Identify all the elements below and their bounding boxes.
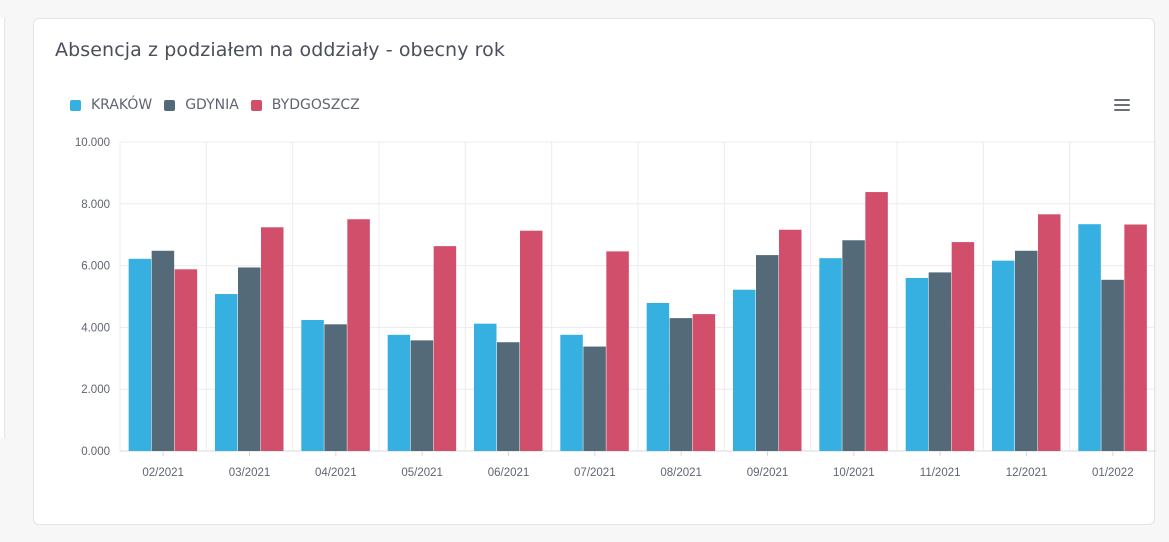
bar-bydgoszcz (779, 229, 802, 451)
bar-chart: 0.000 2.000 4.000 6.000 8.000 10.000 02/2021 03… (75, 137, 1156, 479)
bar-gdynia (669, 318, 693, 451)
bar-bydgoszcz (606, 251, 629, 451)
y-tick-label: 6.000 (81, 261, 110, 273)
legend-swatch-bydgoszcz (250, 99, 262, 111)
y-tick-label: 4.000 (81, 322, 110, 334)
legend-item-krakow[interactable]: KRAKÓW (70, 97, 152, 113)
x-tick-label: 07/2021 (574, 467, 616, 479)
bar-gdynia (756, 255, 779, 451)
bar-gdynia (324, 324, 347, 451)
legend-swatch-gdynia (164, 99, 176, 111)
x-tick-label: 11/2021 (920, 467, 961, 479)
x-tick-label: 02/2021 (142, 467, 184, 479)
legend-label-gdynia: GDYNIA (185, 97, 239, 113)
legend-label-krakow: KRAKÓW (91, 97, 153, 113)
bar-krakw (301, 319, 324, 451)
bar-krakw (474, 323, 497, 451)
bar-krakw (128, 258, 152, 451)
bar-bydgoszcz (433, 246, 457, 451)
bar-bydgoszcz (347, 219, 370, 451)
legend-label-bydgoszcz: BYDGOSZCZ (271, 97, 360, 113)
chart-legend: KRAKÓW GDYNIA BYDGOSZCZ (70, 97, 372, 113)
bar-gdynia (1101, 279, 1124, 451)
x-tick-label: 08/2021 (660, 467, 702, 479)
bar-bydgoszcz (951, 242, 975, 451)
x-tick-label: 09/2021 (747, 467, 789, 479)
bar-bydgoszcz (1038, 214, 1061, 451)
legend-swatch-krakow (70, 99, 81, 111)
bar-krakw (733, 289, 756, 451)
x-tick-label: 12/2021 (1006, 467, 1048, 479)
legend-item-gdynia[interactable]: GDYNIA (164, 97, 239, 113)
bar-krakw (215, 294, 238, 451)
bar-krakw (387, 334, 411, 451)
bar-gdynia (583, 346, 606, 451)
bar-gdynia (842, 240, 865, 451)
bar-gdynia (238, 267, 261, 451)
bar-gdynia (1015, 250, 1038, 451)
bar-bydgoszcz (692, 314, 716, 451)
bar-krakw (905, 277, 929, 451)
y-tick-label: 0.000 (81, 446, 110, 458)
hamburger-menu-icon[interactable] (1114, 99, 1130, 111)
bar-gdynia (497, 342, 520, 451)
y-tick-label: 2.000 (81, 384, 110, 396)
bar-krakw (560, 334, 583, 451)
background-panel-edge (0, 18, 5, 438)
bar-bydgoszcz (261, 227, 284, 451)
bar-bydgoszcz (1124, 224, 1147, 451)
x-tick-label: 06/2021 (488, 467, 530, 479)
bar-krakw (646, 302, 670, 451)
x-tick-label: 05/2021 (401, 467, 443, 479)
bar-krakw (819, 258, 842, 451)
bar-gdynia (151, 250, 175, 451)
x-tick-label: 04/2021 (315, 467, 357, 479)
chart-card: Absencja z podziałem na oddziały - obecn… (33, 18, 1156, 525)
bar-krakw (1078, 224, 1101, 451)
x-tick-label: 03/2021 (229, 467, 271, 479)
bar-gdynia (928, 272, 952, 451)
legend-item-bydgoszcz[interactable]: BYDGOSZCZ (250, 97, 360, 113)
x-tick-label: 01/2022 (1092, 467, 1134, 479)
bar-krakw (992, 260, 1015, 451)
y-tick-label: 10.000 (75, 137, 110, 149)
bar-bydgoszcz (174, 269, 198, 451)
chart-title: Absencja z podziałem na oddziały - obecn… (55, 39, 505, 61)
bar-bydgoszcz (865, 192, 888, 452)
y-tick-label: 8.000 (81, 199, 110, 211)
bar-gdynia (410, 340, 434, 451)
bar-bydgoszcz (520, 230, 543, 451)
x-tick-label: 10/2021 (833, 467, 875, 479)
